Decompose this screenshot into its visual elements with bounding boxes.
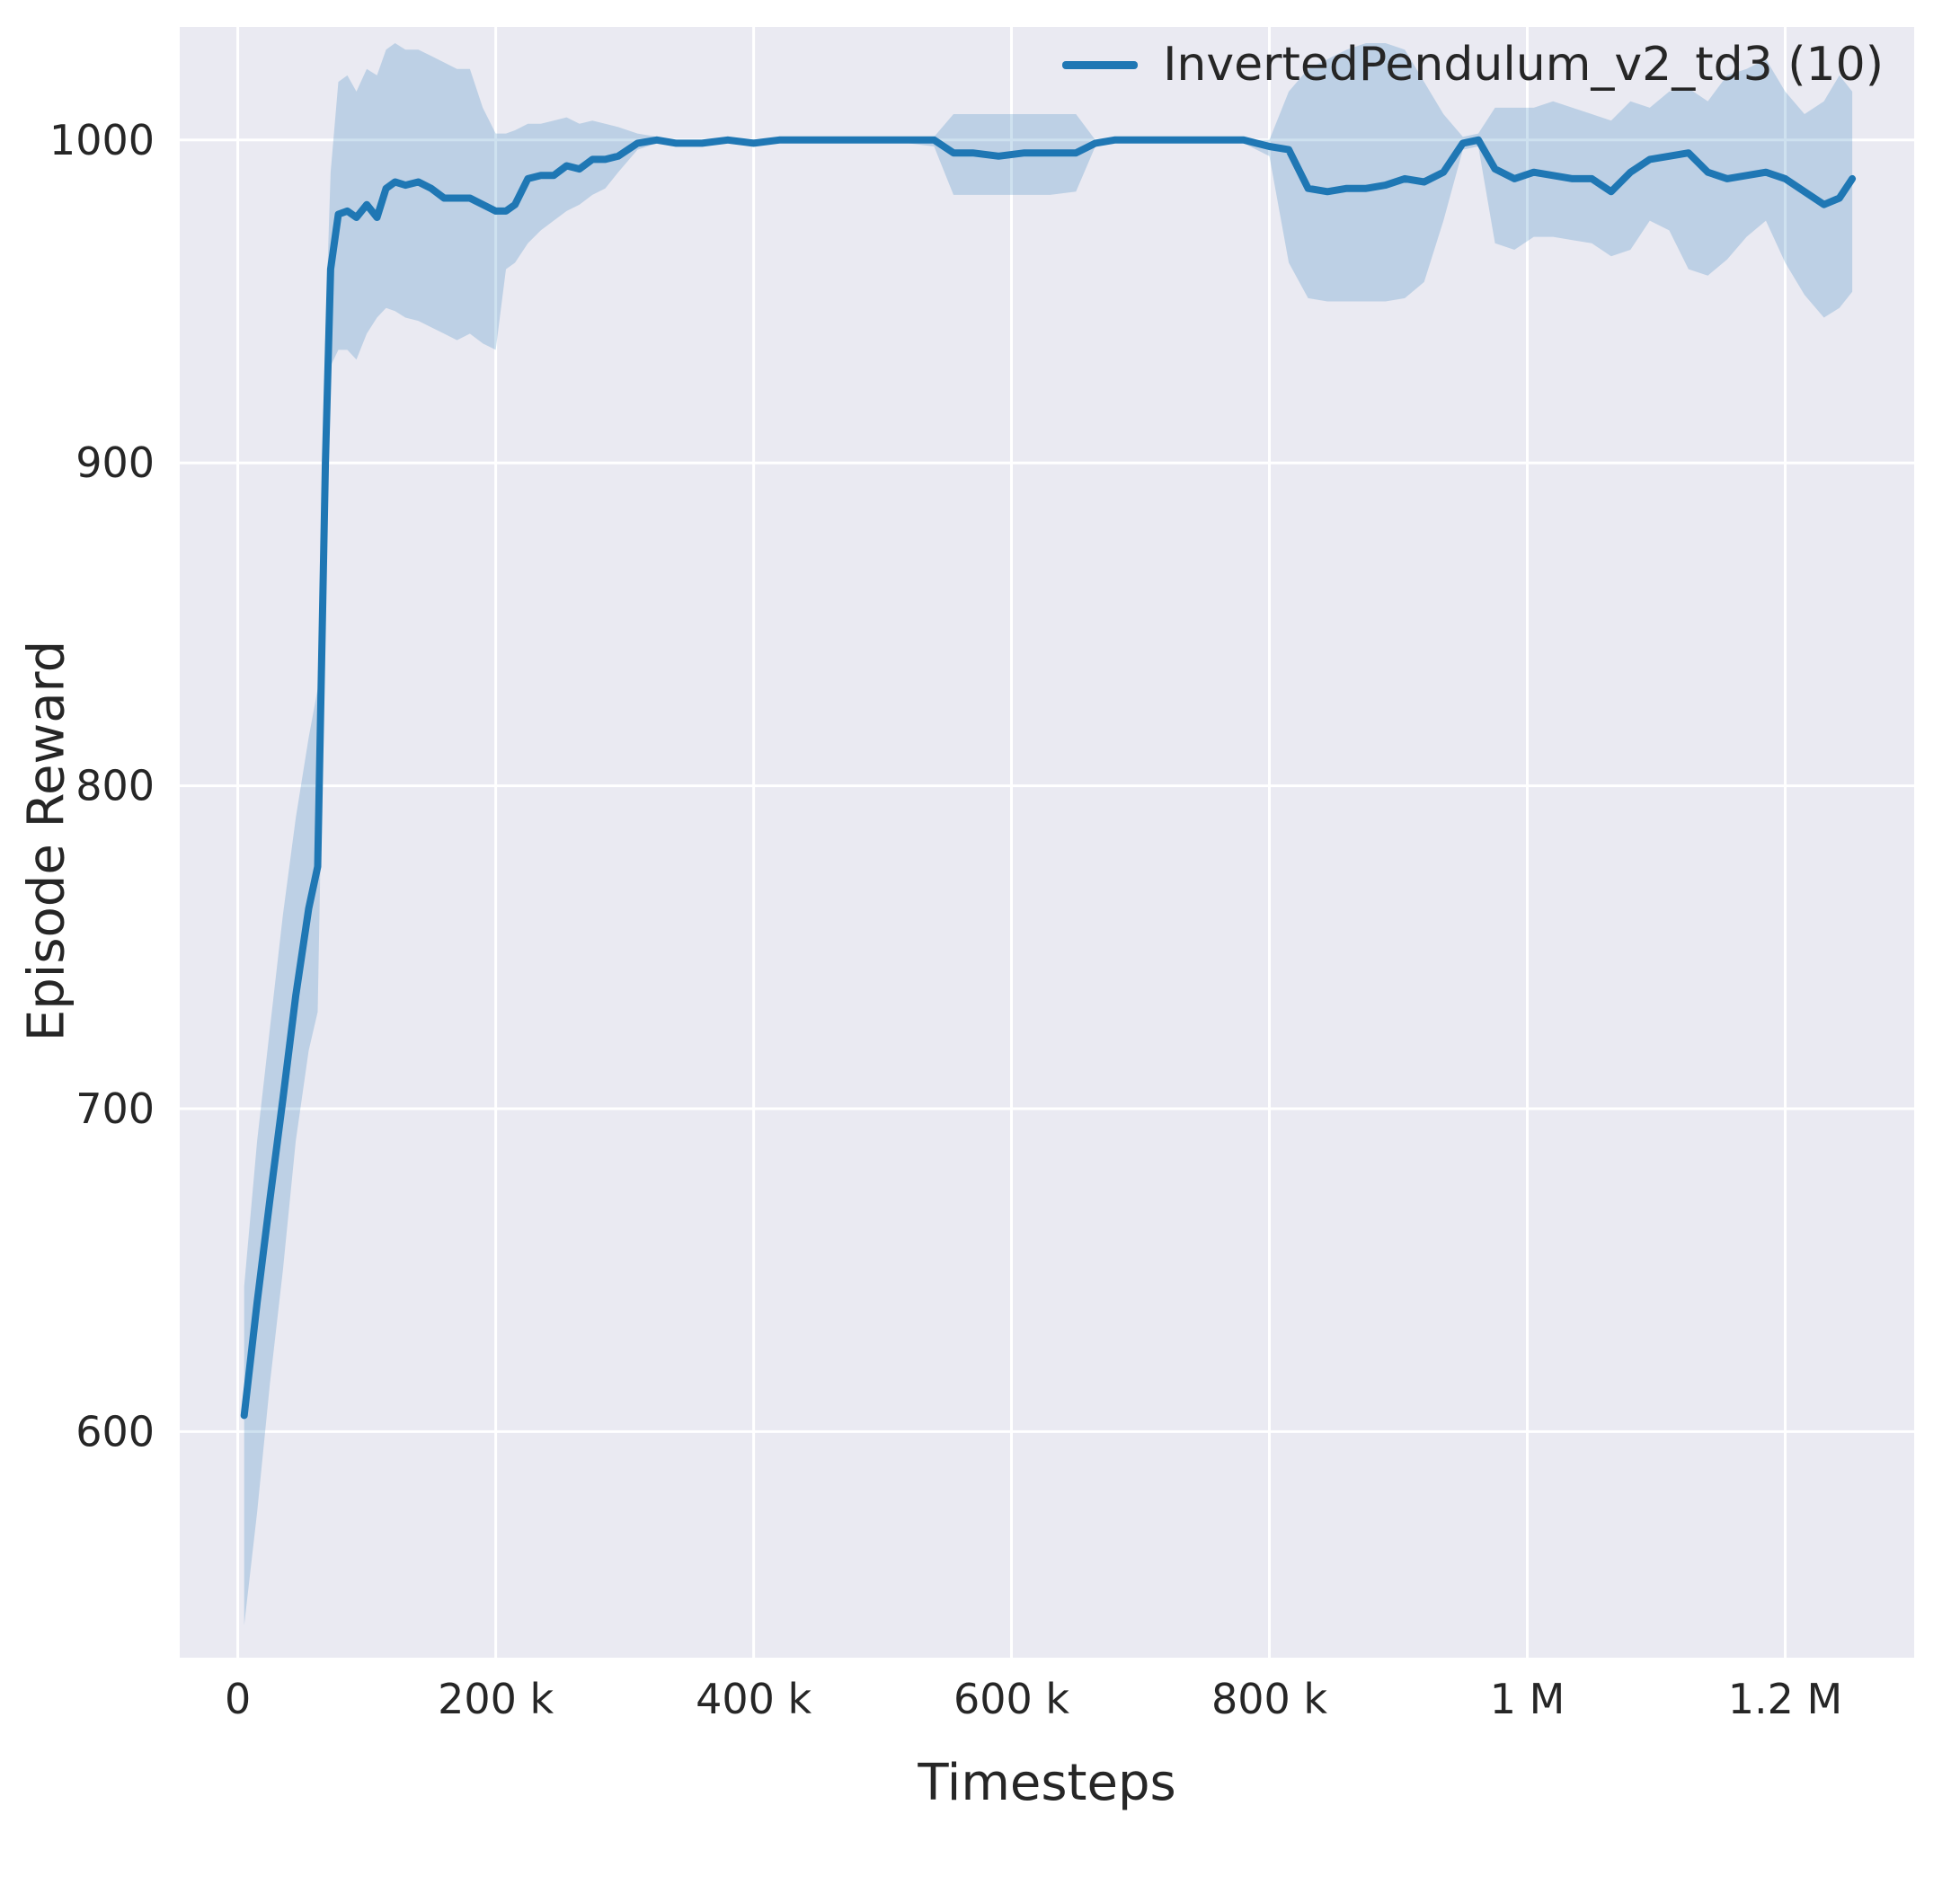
y-tick-label: 800 bbox=[75, 762, 155, 810]
plot-background bbox=[180, 27, 1914, 1658]
y-tick-label: 700 bbox=[75, 1084, 155, 1133]
x-tick-label: 0 bbox=[225, 1675, 251, 1723]
legend-line-sample bbox=[1062, 60, 1139, 69]
x-tick-label: 200 k bbox=[438, 1675, 554, 1723]
y-tick-label: 900 bbox=[75, 438, 155, 487]
x-tick-label: 1 M bbox=[1490, 1675, 1565, 1723]
y-axis-label: Episode Reward bbox=[17, 640, 76, 1042]
confidence-band bbox=[244, 43, 1853, 1626]
y-tick-label: 600 bbox=[75, 1407, 155, 1456]
x-tick-label: 1.2 M bbox=[1728, 1675, 1842, 1723]
x-tick-label: 600 k bbox=[953, 1675, 1069, 1723]
y-tick-label: 1000 bbox=[49, 116, 155, 164]
legend-series-label: InvertedPendulum_v2_td3 (10) bbox=[1163, 38, 1884, 92]
legend: InvertedPendulum_v2_td3 (10) bbox=[1062, 38, 1884, 92]
series-line bbox=[240, 136, 1857, 1420]
x-axis-label: Timesteps bbox=[918, 1754, 1176, 1812]
x-tick-label: 800 k bbox=[1211, 1675, 1327, 1723]
x-tick-label: 400 k bbox=[696, 1675, 811, 1723]
